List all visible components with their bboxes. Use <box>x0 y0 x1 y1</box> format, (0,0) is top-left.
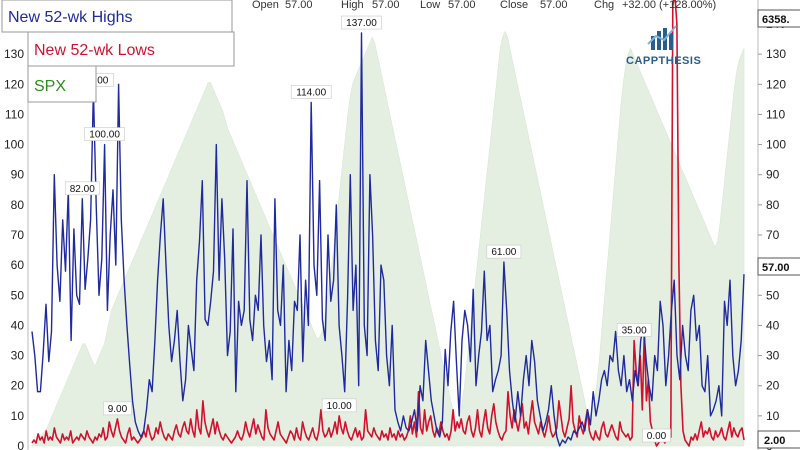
legend-box-highs <box>1 0 233 33</box>
left-y-tick-label: 100 <box>4 138 24 152</box>
left-y-tick-label: 40 <box>11 318 25 332</box>
badge-lows-box <box>757 430 800 449</box>
badge-highs-box <box>757 257 800 276</box>
badge-spx-value: 6358. <box>762 14 790 26</box>
highs-series-line <box>31 32 745 447</box>
left-y-tick-label: 20 <box>11 379 25 393</box>
annotation-label: 0.00 <box>647 431 667 442</box>
lows-series-line <box>31 0 745 447</box>
annotation-label: 114.00 <box>296 87 326 98</box>
annotation-box <box>486 244 522 259</box>
annotation-label: 10.00 <box>327 401 352 412</box>
header-high-label: High <box>341 0 364 11</box>
left-y-tick-label: 120 <box>4 77 24 91</box>
left-y-tick-label: 30 <box>11 349 25 363</box>
spx-layer <box>31 30 745 447</box>
header-chg-label: Chg <box>594 0 614 11</box>
right-y-tick-label: 80 <box>766 198 780 212</box>
right-y-tick-label: 70 <box>766 228 780 242</box>
header-open-label: Open <box>252 0 279 11</box>
annotation-box <box>84 127 125 141</box>
right-y-tick-label: 110 <box>766 107 785 121</box>
left-y-tick-label: 60 <box>11 258 25 272</box>
header-open-value: 57.00 <box>285 0 313 11</box>
badge-lows: 2.00 <box>757 430 800 449</box>
annotation-box <box>290 85 332 99</box>
header-low-label: Low <box>420 0 440 11</box>
brand-name: CAPPTHESIS <box>626 55 701 67</box>
annotation-layer: 118.0082.00100.00114.00137.0061.0035.009… <box>64 15 671 443</box>
annotation-label: 100.00 <box>89 130 120 141</box>
badge-highs: 57.00 <box>757 257 800 276</box>
left-y-tick-label: 70 <box>11 228 25 242</box>
header-low-value: 57.00 <box>448 0 476 11</box>
badge-lows-value: 2.00 <box>764 435 785 447</box>
legend-spx-label: SPX <box>34 78 66 95</box>
left-y-tick-label: 110 <box>5 107 24 121</box>
legend-box-spx <box>27 65 97 103</box>
annotation-box <box>616 323 652 337</box>
left-y-tick-label: 10 <box>11 409 25 423</box>
right-y-tick-label: 50 <box>766 288 780 302</box>
right-y-tick-label: 90 <box>766 168 780 182</box>
header-close-value: 57.00 <box>540 0 568 11</box>
right-y-tick-label: 100 <box>766 138 786 152</box>
header-close-label: Close <box>500 0 528 11</box>
right-y-tick-label: 130 <box>766 47 786 61</box>
left-y-tick-label: 0 <box>17 439 24 450</box>
right-y-tick-label: 30 <box>766 349 780 363</box>
right-y-tick-label: 20 <box>766 379 780 393</box>
series-layer <box>31 0 745 447</box>
legend-highs-label: New 52-wk Highs <box>8 9 132 26</box>
annotation-box <box>642 428 671 443</box>
annotation-box <box>321 398 357 413</box>
legend: New 52-wk Highs New 52-wk Lows SPX <box>1 0 235 103</box>
right-y-tick-label: 120 <box>766 77 786 91</box>
left-y-tick-label: 130 <box>4 47 24 61</box>
right-y-tick-label: 10 <box>766 409 780 423</box>
annotation-label: 35.00 <box>622 326 647 337</box>
annotation-box <box>64 181 100 196</box>
annotation-label: 82.00 <box>70 184 95 195</box>
brand-logo: CAPPTHESIS <box>626 25 701 67</box>
header-high-value: 57.00 <box>372 0 400 11</box>
annotation-box <box>341 15 382 30</box>
annotation-label: 61.00 <box>491 247 516 258</box>
header-chg-value: +32.00 (+128.00%) <box>622 0 716 11</box>
legend-lows-label: New 52-wk Lows <box>34 42 155 59</box>
spx-area <box>31 30 745 447</box>
right-y-tick-label: 40 <box>766 318 780 332</box>
badge-spx-box <box>757 9 800 28</box>
left-y-tick-label: 90 <box>11 168 25 182</box>
left-y-tick-label: 50 <box>11 288 25 302</box>
legend-box-lows <box>27 31 235 67</box>
bar-chart-logo-icon <box>647 25 677 50</box>
annotation-box <box>103 401 132 416</box>
badge-spx: 6358. <box>757 9 800 28</box>
badge-highs-value: 57.00 <box>762 262 790 274</box>
ohlc-header: Open 57.00 High 57.00 Low 57.00 Close 57… <box>252 0 716 11</box>
left-y-tick-label: 80 <box>11 198 25 212</box>
annotation-label: 9.00 <box>108 404 128 415</box>
annotation-label: 137.00 <box>346 18 377 29</box>
